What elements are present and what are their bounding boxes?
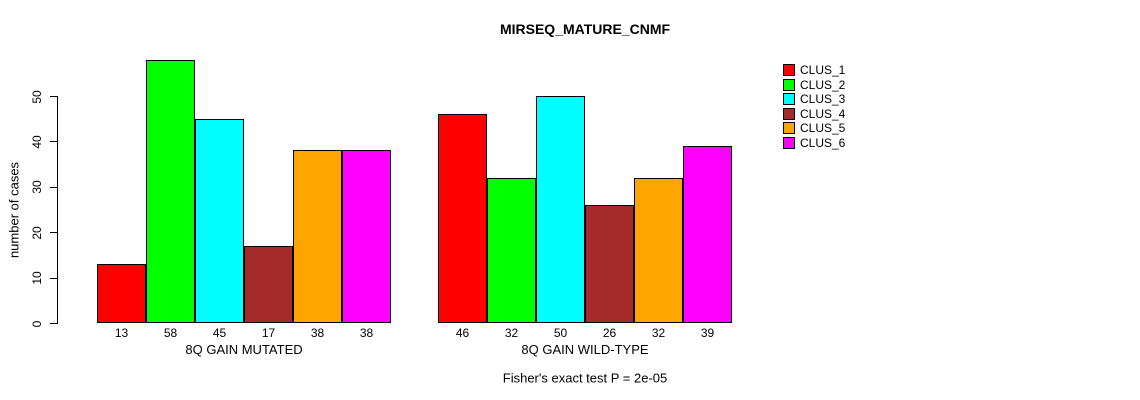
legend-label: CLUS_1 bbox=[800, 63, 846, 78]
y-tick-label: 0 bbox=[30, 320, 44, 327]
bar-clus_3 bbox=[536, 96, 585, 323]
y-tick-label: 40 bbox=[30, 135, 44, 149]
group-label: 8Q GAIN WILD-TYPE bbox=[521, 342, 649, 357]
y-tick-label: 20 bbox=[30, 226, 44, 240]
legend-label: CLUS_2 bbox=[800, 77, 846, 92]
legend-label: CLUS_3 bbox=[800, 92, 846, 107]
legend-item: CLUS_3 bbox=[783, 92, 845, 107]
bar-clus_4 bbox=[585, 204, 634, 323]
bar-clus_2 bbox=[487, 177, 536, 323]
bar-clus_6 bbox=[683, 145, 732, 323]
legend-label: CLUS_4 bbox=[800, 106, 846, 121]
legend-item: CLUS_5 bbox=[783, 121, 845, 136]
legend-label: CLUS_5 bbox=[800, 121, 846, 136]
bar-clus_4 bbox=[244, 245, 293, 323]
legend-swatch bbox=[783, 136, 795, 149]
bar-clus_6 bbox=[342, 150, 391, 323]
bar-value-label: 39 bbox=[700, 326, 715, 340]
legend-swatch bbox=[783, 93, 795, 106]
legend-swatch bbox=[783, 64, 795, 77]
bar-clus_3 bbox=[195, 118, 244, 323]
bar-clus_1 bbox=[97, 263, 146, 323]
legend-swatch bbox=[783, 122, 795, 135]
y-tick-mark bbox=[50, 232, 57, 234]
legend-item: CLUS_6 bbox=[783, 136, 845, 151]
y-axis bbox=[57, 96, 58, 324]
bar-clus_5 bbox=[293, 150, 342, 323]
bar-value-label: 26 bbox=[602, 326, 617, 340]
bar-value-label: 50 bbox=[553, 326, 568, 340]
y-axis-label: number of cases bbox=[6, 161, 22, 259]
y-tick-mark bbox=[50, 96, 57, 97]
bar-value-label: 17 bbox=[261, 326, 276, 340]
y-tick-mark bbox=[50, 323, 57, 324]
legend-item: CLUS_1 bbox=[783, 63, 845, 78]
legend-item: CLUS_2 bbox=[783, 78, 845, 93]
bar-value-label: 46 bbox=[455, 326, 470, 340]
y-tick-label: 30 bbox=[30, 180, 44, 194]
bar-clus_2 bbox=[146, 59, 195, 323]
y-tick-mark bbox=[50, 186, 57, 188]
y-tick-mark bbox=[50, 141, 57, 143]
bar-value-label: 38 bbox=[310, 326, 325, 340]
bar-value-label: 32 bbox=[651, 326, 666, 340]
bar-value-label: 13 bbox=[114, 326, 129, 340]
legend: CLUS_1 CLUS_2 CLUS_3 CLUS_4 CLUS_5 CLUS_6 bbox=[783, 63, 845, 150]
bar-value-label: 58 bbox=[163, 326, 178, 340]
plot-title: MIRSEQ_MATURE_CNMF bbox=[499, 21, 671, 37]
bar-value-label: 32 bbox=[504, 326, 519, 340]
y-tick-mark bbox=[50, 277, 57, 279]
bar-value-label: 38 bbox=[359, 326, 374, 340]
bar-clus_1 bbox=[438, 114, 487, 323]
annotation-fisher-test: Fisher's exact test P = 2e-05 bbox=[502, 370, 668, 386]
bar-value-label: 45 bbox=[212, 326, 227, 340]
legend-item: CLUS_4 bbox=[783, 107, 845, 122]
y-tick-label: 50 bbox=[30, 89, 44, 104]
y-tick-label: 10 bbox=[30, 271, 44, 285]
legend-swatch bbox=[783, 107, 795, 120]
legend-swatch bbox=[783, 78, 795, 91]
bar-clus_5 bbox=[634, 177, 683, 323]
legend-label: CLUS_6 bbox=[800, 135, 846, 150]
group-label: 8Q GAIN MUTATED bbox=[185, 342, 303, 357]
